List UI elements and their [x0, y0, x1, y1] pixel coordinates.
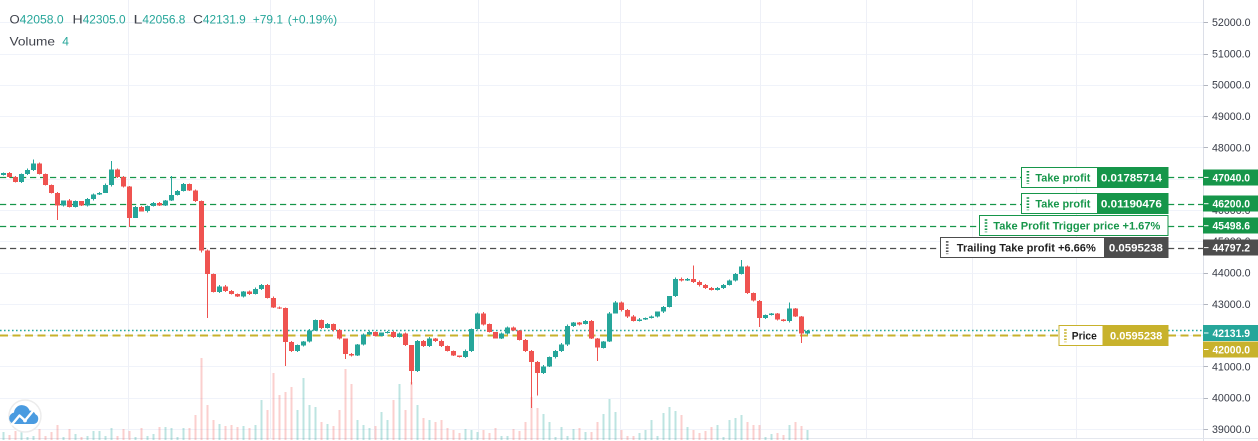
- svg-text:42000.0: 42000.0: [1213, 344, 1251, 356]
- svg-text:Volume: Volume: [10, 35, 56, 49]
- svg-text:0.0595238: 0.0595238: [1109, 243, 1163, 255]
- svg-text:46200.0: 46200.0: [1213, 199, 1251, 211]
- svg-text:44797.2: 44797.2: [1213, 243, 1251, 255]
- svg-text:42131.9: 42131.9: [203, 13, 246, 27]
- svg-text:50000.0: 50000.0: [1212, 80, 1251, 92]
- svg-text:O: O: [10, 13, 20, 27]
- svg-text:39000.0: 39000.0: [1212, 424, 1251, 436]
- svg-text:0.01190476: 0.01190476: [1101, 199, 1162, 211]
- svg-text:42058.0: 42058.0: [20, 13, 64, 27]
- svg-text:H: H: [73, 13, 83, 27]
- svg-text:(+0.19%): (+0.19%): [288, 13, 337, 27]
- svg-text:4: 4: [62, 35, 69, 49]
- svg-text:41000.0: 41000.0: [1212, 361, 1251, 373]
- svg-text:0.01785714: 0.01785714: [1101, 172, 1163, 184]
- svg-text:48000.0: 48000.0: [1212, 142, 1251, 154]
- svg-text:42305.0: 42305.0: [83, 13, 126, 27]
- svg-text:+79.1: +79.1: [253, 13, 284, 27]
- svg-text:0.0595238: 0.0595238: [1110, 331, 1162, 343]
- svg-text:C: C: [193, 13, 203, 27]
- svg-text:40000.0: 40000.0: [1212, 393, 1251, 405]
- svg-text:42131.9: 42131.9: [1213, 328, 1251, 340]
- svg-text:43000.0: 43000.0: [1212, 299, 1251, 311]
- svg-text:44000.0: 44000.0: [1212, 268, 1251, 280]
- svg-text:Trailing Take profit +6.66%: Trailing Take profit +6.66%: [957, 243, 1096, 255]
- svg-text:L: L: [134, 13, 143, 27]
- svg-text:42056.8: 42056.8: [142, 13, 185, 27]
- svg-text:Price: Price: [1072, 331, 1097, 343]
- svg-text:Take Profit Trigger price +1.6: Take Profit Trigger price +1.67%: [993, 221, 1160, 233]
- svg-text:51000.0: 51000.0: [1212, 48, 1251, 60]
- svg-text:Take profit: Take profit: [1035, 172, 1090, 184]
- svg-text:45498.6: 45498.6: [1213, 221, 1251, 233]
- svg-text:Take profit: Take profit: [1035, 199, 1090, 211]
- svg-text:47040.0: 47040.0: [1213, 172, 1251, 184]
- svg-text:49000.0: 49000.0: [1212, 111, 1251, 123]
- svg-text:52000.0: 52000.0: [1212, 17, 1251, 29]
